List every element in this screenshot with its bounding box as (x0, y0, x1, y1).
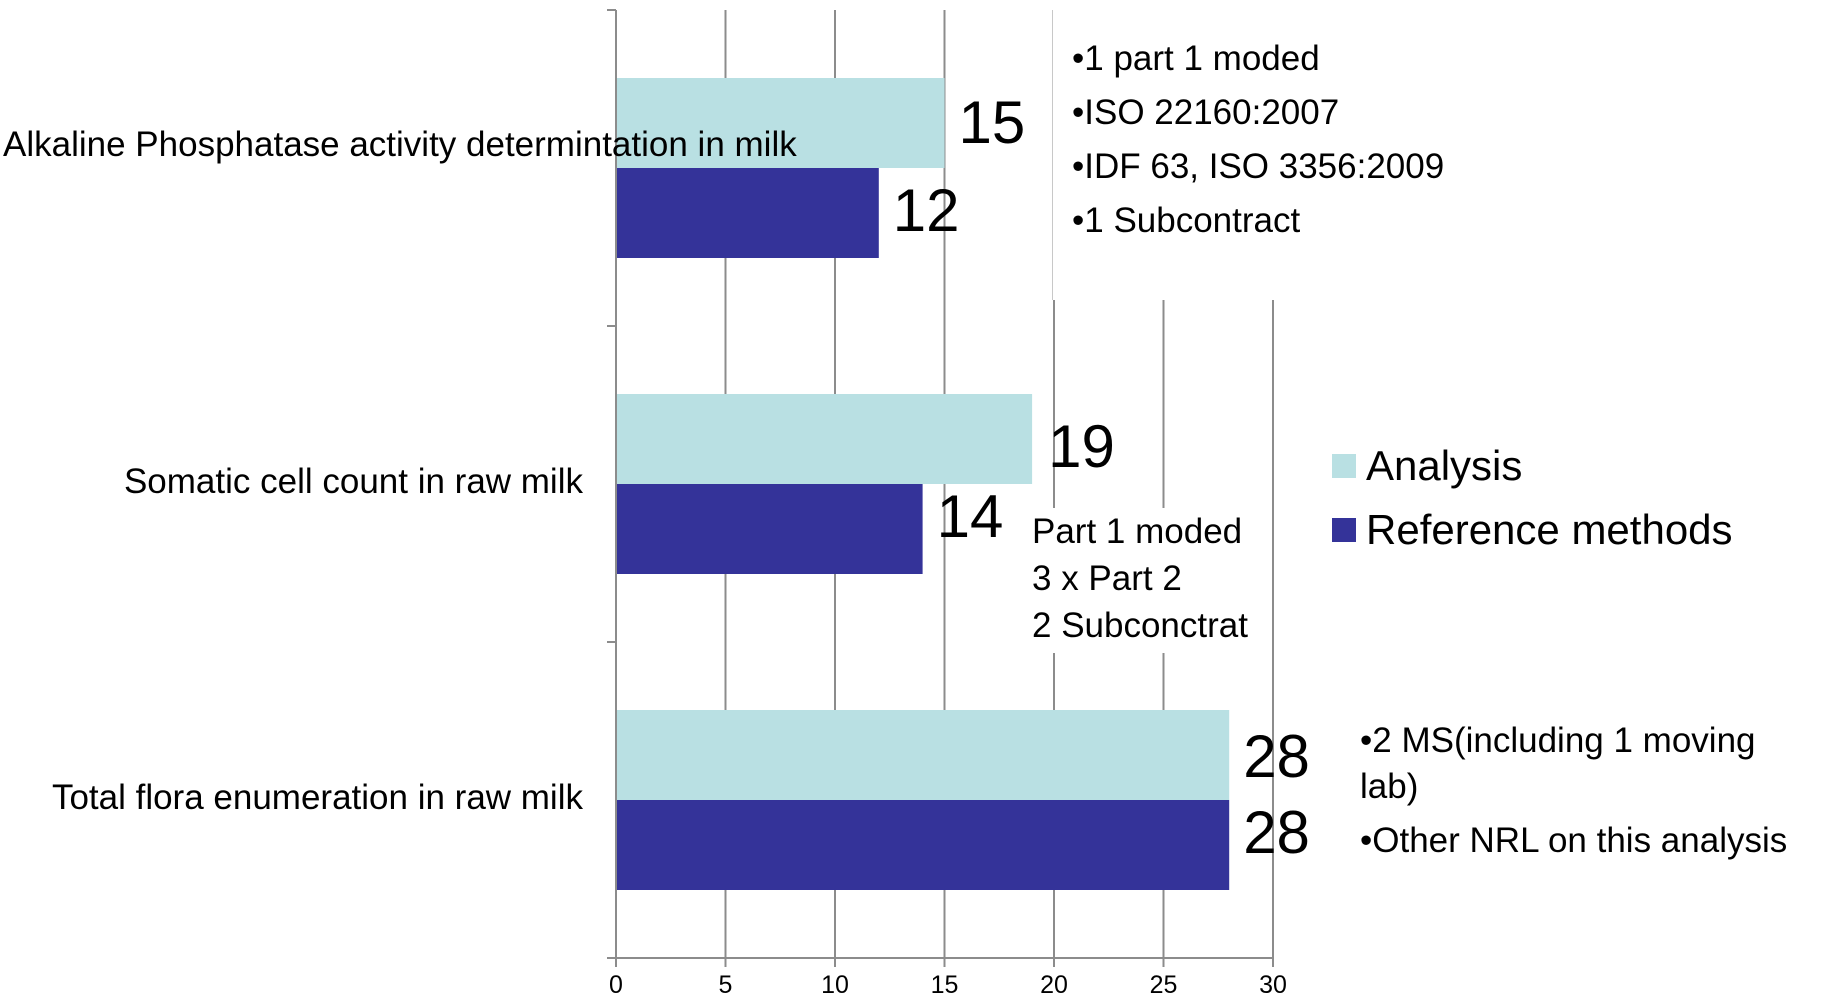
bars (617, 78, 1230, 890)
category-label-alkaline: Alkaline Phosphatase activity determinta… (3, 125, 797, 164)
value-label: 12 (892, 177, 960, 244)
bar-reference-methods-0 (617, 168, 879, 258)
bar-analysis-0 (617, 78, 945, 168)
annotation-line: •Other NRL on this analysis (1360, 821, 1788, 860)
value-label: 14 (936, 483, 1004, 550)
x-tick-label: 20 (1040, 971, 1068, 999)
legend-item-reference-methods: Reference methods (1332, 498, 1733, 562)
value-label: 28 (1243, 799, 1310, 866)
value-label: 28 (1243, 723, 1310, 790)
annotation-line: 3 x Part 2 (1032, 559, 1182, 598)
annotation-alkaline-box (1052, 10, 1458, 300)
bar-analysis-1 (617, 394, 1033, 484)
x-tick-label: 15 (930, 971, 959, 999)
legend-swatch-reference-methods (1332, 518, 1356, 542)
value-label: 19 (1048, 413, 1115, 480)
value-label: 15 (958, 89, 1026, 156)
x-tick-label: 0 (609, 971, 623, 999)
annotation-line: Part 1 moded (1032, 512, 1243, 551)
annotation-total-flora: •2 MS(including 1 moving lab) •Other NRL… (1360, 718, 1820, 864)
bar-reference-methods-1 (617, 484, 923, 574)
axis (607, 9, 1274, 967)
annotation-line: 2 Subconctrat (1032, 606, 1248, 645)
annotation-line: •IDF 63, ISO 3356:2009 (1072, 147, 1445, 186)
category-label-somatic: Somatic cell count in raw milk (123, 462, 583, 501)
bar-reference-methods-2 (617, 800, 1230, 890)
annotation-line: •1 part 1 moded (1072, 39, 1320, 78)
x-tick-label: 30 (1259, 971, 1287, 999)
legend-swatch-analysis (1332, 454, 1356, 478)
legend-label-analysis: Analysis (1366, 442, 1523, 489)
x-tick-label: 25 (1149, 971, 1178, 999)
annotation-alkaline: •1 part 1 moded •ISO 22160:2007 •IDF 63,… (1072, 32, 1444, 248)
annotation-line: •1 Subcontract (1072, 201, 1301, 240)
x-tick-label: 5 (718, 971, 733, 999)
annotation-line: •ISO 22160:2007 (1072, 93, 1340, 132)
annotation-somatic: Part 1 moded 3 x Part 2 2 Subconctrat (1028, 508, 1252, 653)
bar-analysis-2 (617, 710, 1230, 800)
legend-item-analysis: Analysis (1332, 434, 1733, 498)
legend-label-reference-methods: Reference methods (1366, 506, 1733, 553)
legend: Analysis Reference methods (1332, 434, 1733, 562)
annotation-line: •2 MS(including 1 moving lab) (1360, 721, 1756, 806)
category-label-total-flora: Total flora enumeration in raw milk (51, 778, 583, 817)
x-tick-label: 10 (821, 971, 849, 999)
